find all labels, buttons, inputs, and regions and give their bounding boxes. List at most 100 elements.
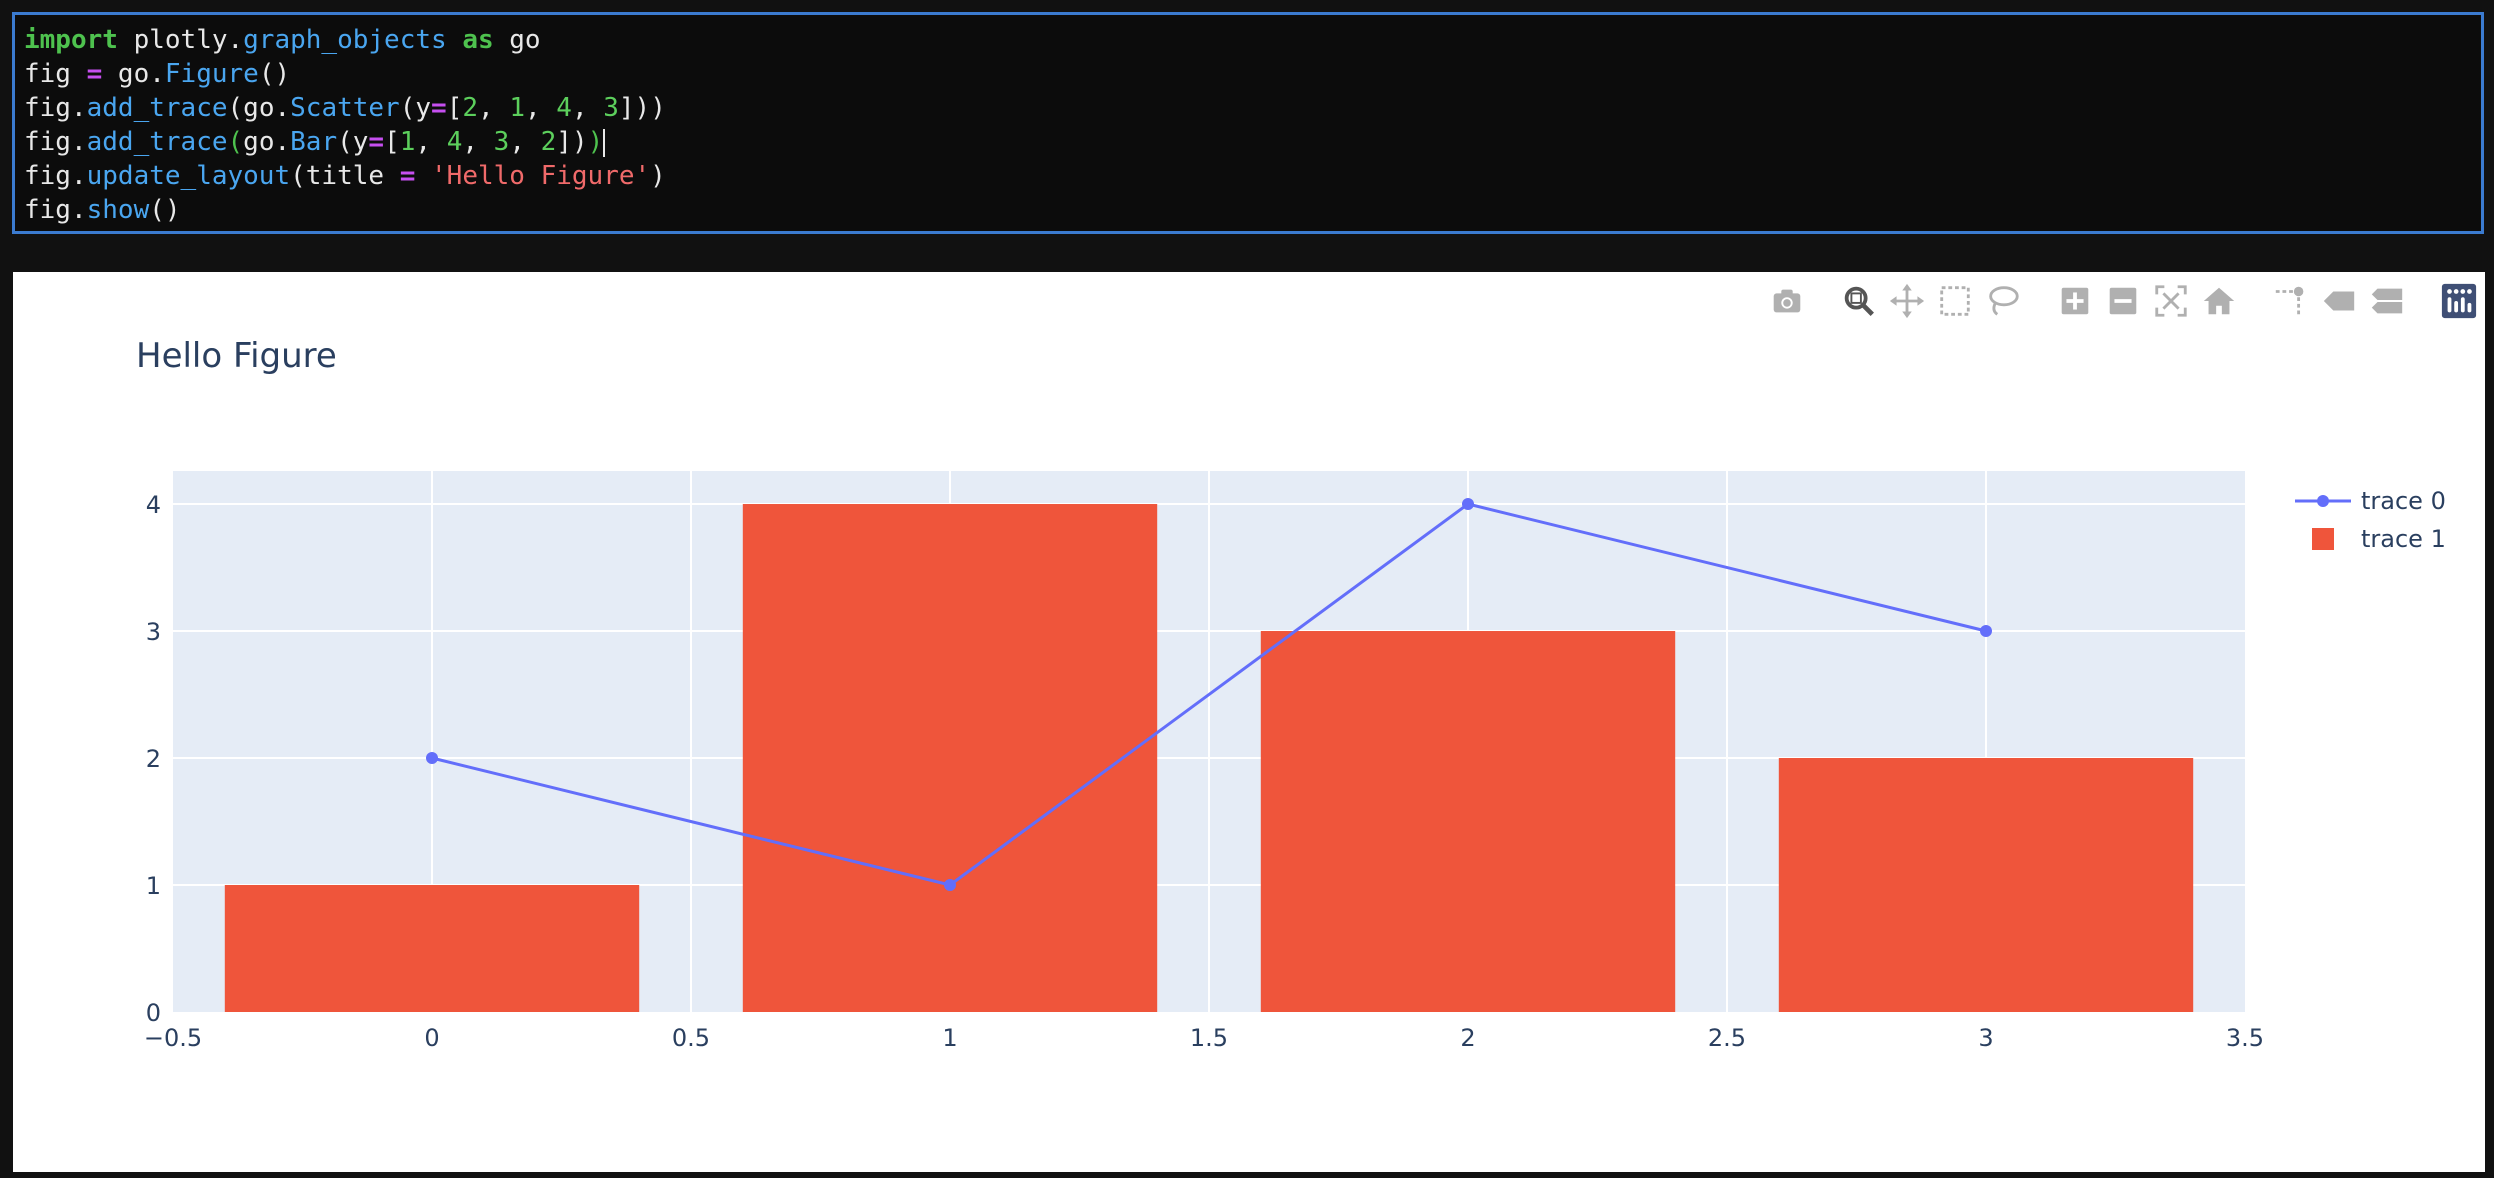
autoscale-button[interactable]: [2151, 281, 2191, 321]
code-token: 1: [399, 127, 416, 157]
code-token: =: [368, 127, 385, 157]
code-token: 'Hello Figure': [431, 161, 651, 191]
legend-item-trace-1[interactable]: trace 1: [2293, 520, 2446, 558]
code-token: ): [650, 161, 666, 191]
lasso-select-button[interactable]: [1983, 281, 2023, 321]
code-line: fig = go.Figure(): [24, 57, 2481, 91]
code-token: (): [258, 59, 291, 89]
x-tick-label: 2: [1460, 1024, 1475, 1052]
code-token: fig.: [24, 127, 87, 157]
code-token: go.: [243, 127, 291, 157]
bar-trace-1: [742, 504, 1158, 1012]
x-tick-label: 1: [942, 1024, 957, 1052]
code-token: ,: [478, 93, 510, 123]
y-tick-label: 2: [146, 745, 161, 773]
code-token: (go.: [227, 93, 291, 123]
code-token: Figure: [164, 59, 259, 89]
code-token: [447, 25, 463, 55]
zoom-in-icon: [2061, 287, 2089, 315]
plotly-logo-button[interactable]: [2439, 281, 2479, 321]
bar-trace-1: [224, 885, 640, 1012]
code-token: [: [384, 127, 400, 157]
legend-bar-symbol: [2312, 528, 2334, 550]
point-trace-0: [1462, 498, 1474, 511]
plot-output: Hello Figure 0 1 2 3 4 −0.5 0 0.5 1 1.5 2 2.5 3 3.5 t…: [13, 272, 2485, 1172]
code-token: fig: [24, 59, 87, 89]
legend-label-trace-1: trace 1: [2361, 525, 2446, 553]
code-token: Bar: [290, 127, 338, 157]
box-select-icon: [1940, 286, 1970, 316]
code-line: fig.add_trace(go.Bar(y=[1, 4, 3, 2])): [24, 125, 2481, 159]
spike-lines-button[interactable]: [2271, 281, 2311, 321]
hover-compare-button[interactable]: [2367, 281, 2407, 321]
code-token: ): [587, 127, 604, 157]
x-tick-label: 0.5: [672, 1024, 710, 1052]
x-tick-label: 0: [424, 1024, 439, 1052]
hover-closest-button[interactable]: [2319, 281, 2359, 321]
y-tick-label: 1: [146, 872, 161, 900]
zoom-icon: [1844, 286, 1874, 316]
code-token: =: [399, 161, 416, 191]
code-token: [415, 161, 431, 191]
code-token: ,: [524, 93, 557, 123]
box-select-button[interactable]: [1935, 281, 1975, 321]
legend-line-symbol: [2295, 495, 2351, 507]
reset-axes-button[interactable]: [2199, 281, 2239, 321]
camera-button[interactable]: [1767, 281, 1807, 321]
point-trace-0: [426, 752, 438, 765]
modebar: [1759, 278, 2479, 324]
camera-icon: [1773, 289, 1801, 313]
y-tick-label: 4: [146, 491, 161, 519]
code-token: ,: [462, 127, 494, 157]
legend: trace 0 trace 1: [2293, 482, 2446, 558]
code-token: go.: [102, 59, 165, 89]
code-token: ])): [618, 93, 666, 123]
bar-trace-1: [1260, 631, 1676, 1012]
code-cell[interactable]: import plotly.graph_objects as go fig = g…: [12, 12, 2484, 234]
hover-compare-icon: [2371, 288, 2403, 314]
x-tick-label: 1.5: [1190, 1024, 1228, 1052]
code-token: import: [24, 25, 118, 55]
code-line: fig.update_layout(title = 'Hello Figure'…: [24, 159, 2481, 193]
zoom-button[interactable]: [1839, 281, 1879, 321]
code-token: go: [493, 25, 541, 55]
line-trace-0: [431, 502, 1987, 887]
text-cursor: [603, 128, 606, 157]
code-token: fig.: [24, 93, 87, 123]
code-token: Scatter: [290, 93, 400, 123]
code-token: 2: [540, 127, 557, 157]
zoom-in-button[interactable]: [2055, 281, 2095, 321]
code-token: add_trace: [86, 93, 228, 123]
point-trace-0: [1980, 625, 1992, 638]
y-tick-label: 0: [146, 999, 161, 1027]
code-token: =: [431, 93, 447, 123]
zoom-out-button[interactable]: [2103, 281, 2143, 321]
code-token: (y: [399, 93, 432, 123]
legend-item-trace-0[interactable]: trace 0: [2293, 482, 2446, 520]
plotly-logo-icon: [2441, 283, 2477, 319]
code-token: (: [227, 127, 244, 157]
pan-icon: [1889, 283, 1925, 319]
code-token: (): [149, 195, 181, 225]
code-token: (y: [337, 127, 369, 157]
code-token: 2: [462, 93, 478, 123]
lasso-select-icon: [1989, 286, 2019, 316]
autoscale-icon: [2155, 285, 2187, 317]
code-token: 4: [556, 93, 572, 123]
code-token: as: [462, 25, 494, 55]
x-tick-label: 3.5: [2226, 1024, 2264, 1052]
pan-button[interactable]: [1887, 281, 1927, 321]
code-token: ,: [415, 127, 447, 157]
x-tick-label: 3: [1978, 1024, 1993, 1052]
bar-trace-1: [1778, 758, 2194, 1012]
hover-closest-icon: [2323, 291, 2355, 311]
code-token: ]): [556, 127, 588, 157]
code-token: 4: [446, 127, 463, 157]
code-line: fig.show(): [24, 193, 2481, 227]
code-token: 3: [603, 93, 619, 123]
code-token: fig.: [24, 195, 87, 225]
code-token: update_layout: [86, 161, 291, 191]
code-token: =: [86, 59, 103, 89]
point-trace-0: [944, 879, 956, 892]
